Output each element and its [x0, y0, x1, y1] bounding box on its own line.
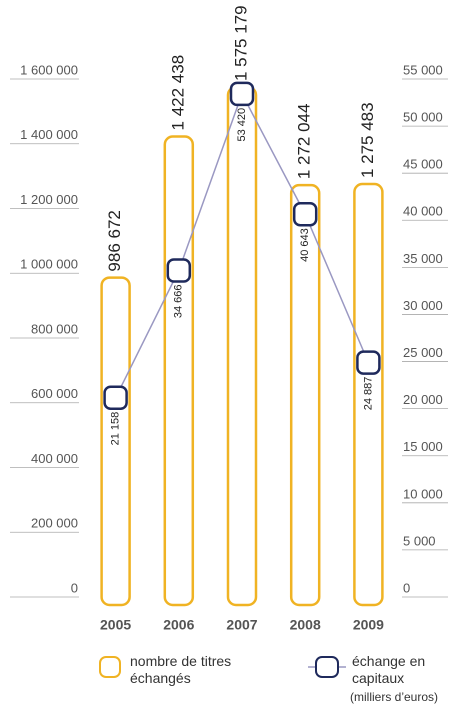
y2-tick-label: 25 000 [403, 345, 443, 360]
line-marker [229, 81, 255, 107]
bar [226, 85, 258, 607]
y2-tick-label: 20 000 [403, 392, 443, 407]
line-marker [166, 258, 192, 283]
legend-bar-swatch [99, 656, 121, 678]
line-marker [356, 350, 381, 375]
y2-tick-label: 55 000 [403, 62, 443, 77]
bar-value-label: 1 272 044 [295, 104, 314, 180]
bar-value-label: 1 275 483 [358, 102, 377, 178]
y2-tick-label: 40 000 [403, 204, 443, 219]
x-tick-label: 2005 [100, 617, 131, 633]
bar [353, 182, 384, 607]
line-value-label: 53 420 [236, 108, 248, 142]
legend-line-marker [315, 656, 339, 678]
line-marker [103, 385, 128, 410]
line-value-label: 40 643 [299, 228, 311, 262]
y-tick-label: 800 000 [31, 321, 78, 336]
line-marker [292, 201, 318, 227]
legend-line-note: (milliers d’euros) [350, 690, 439, 704]
y2-tick-label: 30 000 [403, 298, 443, 313]
y-tick-label: 1 400 000 [20, 127, 78, 142]
y-tick-label: 400 000 [31, 451, 78, 466]
x-tick-label: 2006 [163, 617, 194, 633]
y2-tick-label: 0 [403, 580, 410, 595]
x-tick-label: 2007 [226, 617, 257, 633]
legend-bar-label: nombre de titres échangés [130, 653, 232, 686]
line-value-label: 34 666 [173, 285, 185, 319]
y-tick-label: 1 200 000 [20, 192, 78, 207]
bar-value-label: 1 422 438 [168, 55, 187, 131]
y-tick-label: 200 000 [31, 516, 78, 531]
bar [289, 183, 321, 607]
line-value-label: 24 887 [362, 377, 374, 411]
y-tick-label: 1 600 000 [20, 62, 78, 77]
y-tick-label: 0 [71, 580, 78, 595]
bar [100, 276, 131, 607]
y2-tick-label: 50 000 [403, 110, 443, 125]
x-tick-label: 2009 [353, 617, 384, 633]
y2-tick-label: 15 000 [403, 439, 443, 454]
y2-tick-label: 5 000 [403, 533, 436, 548]
bar-value-label: 986 672 [105, 210, 124, 271]
bar-value-label: 1 575 179 [231, 5, 250, 81]
x-tick-label: 2008 [290, 617, 321, 633]
y-tick-label: 1 000 000 [20, 257, 78, 272]
y2-tick-label: 35 000 [403, 251, 443, 266]
y2-tick-label: 10 000 [403, 486, 443, 501]
bar [163, 135, 195, 607]
y2-tick-label: 45 000 [403, 157, 443, 172]
legend-line-label: échange en capitaux [352, 653, 426, 686]
y-tick-label: 600 000 [31, 386, 78, 401]
line-value-label: 21 158 [110, 412, 122, 446]
